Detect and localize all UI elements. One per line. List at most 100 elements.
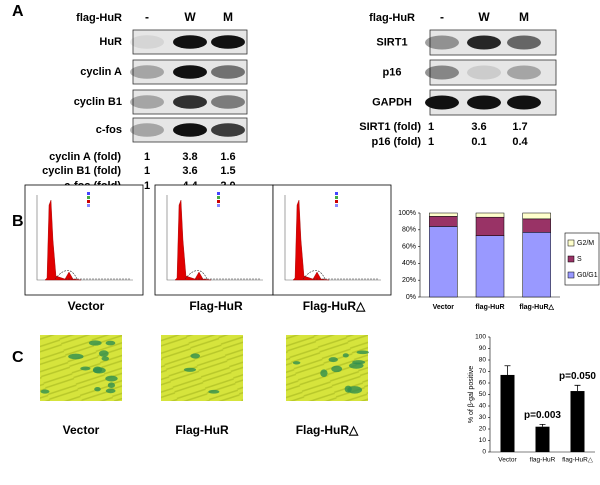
lane-label: M [223, 10, 233, 24]
fold-value: 1 [428, 136, 434, 148]
fold-label: cyclin A (fold) [49, 151, 121, 163]
stained-cell [94, 386, 101, 392]
lane-label: M [519, 10, 529, 24]
histogram-frame [24, 184, 144, 296]
histogram-fit [302, 270, 378, 280]
histogram-fit [54, 270, 130, 280]
row-header: flag-HuR [369, 12, 415, 24]
blot-band [173, 35, 207, 49]
blot-band [467, 95, 501, 110]
histogram-label: Vector [68, 299, 105, 313]
bar [535, 426, 550, 452]
blot-band [211, 95, 245, 109]
histogram-key [87, 192, 90, 195]
y-tick-label: 80% [402, 227, 416, 234]
panel-label: C [12, 349, 24, 366]
micrograph-label: Flag-HuR [175, 423, 229, 437]
histogram-axes [166, 195, 263, 281]
bar-segment [429, 216, 458, 227]
stained-cell [190, 353, 201, 359]
histogram-peak [174, 199, 212, 281]
histogram-key [217, 196, 220, 199]
histogram-key [335, 200, 338, 203]
stained-cell [92, 367, 106, 374]
blot-label: cyclin A [80, 66, 122, 78]
blot-label: p16 [383, 66, 402, 78]
stained-cell [352, 360, 366, 365]
y-tick-label: 80 [479, 357, 487, 364]
x-tick-label: Vector [498, 457, 517, 464]
blot-image [429, 59, 557, 86]
bar [570, 391, 585, 452]
fold-value: 1 [428, 121, 434, 133]
stained-cell [320, 369, 328, 378]
stained-cell [105, 375, 118, 382]
y-tick-label: 0 [482, 449, 486, 456]
y-tick-label: 50 [479, 391, 487, 398]
blot-band [507, 35, 541, 50]
fold-value: 1 [144, 180, 150, 192]
stained-cell [68, 353, 84, 360]
legend-label: S [577, 256, 582, 263]
histogram-key [87, 204, 90, 207]
fold-value: 0.1 [471, 136, 486, 148]
histogram-fit [184, 270, 260, 280]
stained-cell [88, 340, 102, 346]
blot-band [507, 95, 541, 110]
blot-band [130, 35, 164, 49]
histogram-peak [292, 199, 330, 281]
error-bar [574, 384, 581, 392]
histogram-key [335, 204, 338, 207]
stained-cell [183, 367, 197, 372]
histogram-key [217, 204, 220, 207]
blot-band [211, 35, 245, 49]
y-tick-label: 20 [479, 426, 487, 433]
y-axis-label: % of β-gal positive [468, 366, 475, 423]
blot-band [467, 65, 501, 80]
histogram-axes [284, 195, 381, 281]
stained-cell [105, 340, 116, 346]
stained-cell [80, 366, 91, 371]
y-tick-label: 0% [406, 294, 416, 301]
micrograph [161, 335, 243, 401]
histogram-axes [36, 195, 133, 281]
stained-cell [101, 356, 110, 361]
row-header: flag-HuR [76, 12, 122, 24]
y-tick-label: 60 [479, 380, 487, 387]
bar-segment [429, 212, 458, 217]
x-tick-label: flag-HuR△ [519, 304, 554, 311]
histogram-key [335, 196, 338, 199]
blot-band [425, 95, 459, 110]
blot-band [211, 123, 245, 137]
y-tick-label: 100% [398, 210, 416, 217]
fold-value: 1.6 [220, 151, 235, 163]
blot-band [425, 35, 459, 50]
p-value-annotation: p=0.003 [524, 410, 561, 421]
bar-segment [522, 212, 551, 220]
p-value-annotation: p=0.050 [559, 371, 596, 382]
blot-label: HuR [99, 36, 122, 48]
error-bar [539, 424, 546, 427]
histogram-key [217, 192, 220, 195]
fold-value: 3.8 [182, 151, 197, 163]
histogram-key [87, 196, 90, 199]
histogram-frame [154, 184, 274, 296]
histogram-key [335, 192, 338, 195]
fold-value: 1 [144, 165, 150, 177]
fold-value: 3.6 [471, 121, 486, 133]
stained-cell [292, 361, 301, 365]
fold-value: 3.6 [182, 165, 197, 177]
fold-label: SIRT1 (fold) [359, 121, 421, 133]
stained-cell [107, 382, 116, 388]
legend-label: G2/M [577, 240, 594, 247]
blot-label: cyclin B1 [74, 96, 122, 108]
lane-label: W [184, 10, 196, 24]
x-tick-label: flag-HuR [475, 304, 504, 311]
blot-label: GAPDH [372, 96, 412, 108]
stained-cell [347, 386, 363, 394]
blot-band [467, 35, 501, 50]
blot-label: c-fos [96, 124, 122, 136]
fold-label: cyclin B1 (fold) [42, 165, 121, 177]
panel-label: A [12, 3, 24, 20]
fold-value: 1.7 [512, 121, 527, 133]
